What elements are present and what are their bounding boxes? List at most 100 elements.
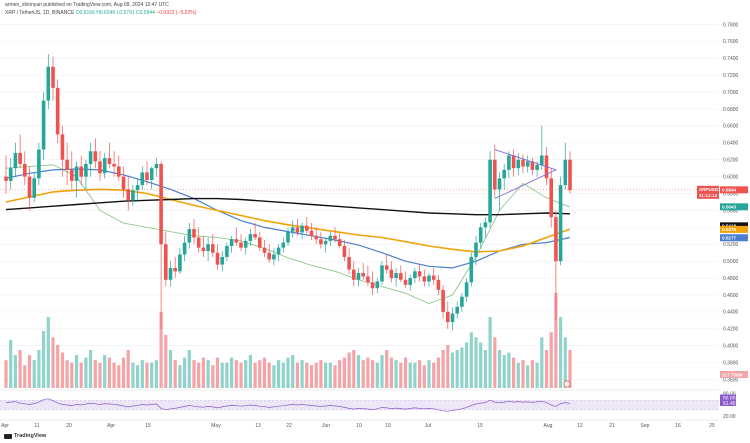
volume-tag-bg — [720, 371, 748, 378]
volume-bar — [432, 362, 436, 388]
volume-bar — [507, 352, 511, 388]
candle-body — [140, 172, 145, 186]
price-tag-bg — [720, 203, 748, 211]
candle-body — [60, 134, 65, 160]
volume-bar — [98, 362, 102, 388]
ma-black-line — [5, 197, 571, 216]
x-tick-label: Jun — [322, 423, 330, 429]
volume-bar — [540, 337, 544, 388]
y-tick-label: 0.4800 — [723, 276, 739, 282]
candle-body — [554, 217, 558, 262]
volume-bar — [13, 355, 17, 388]
candle-body — [394, 273, 398, 279]
candle-body — [361, 273, 365, 277]
volume-bar — [117, 365, 121, 388]
volume-bar — [502, 355, 506, 388]
volume-bar — [253, 362, 257, 388]
candle-body — [436, 279, 441, 290]
candle-body — [507, 155, 511, 170]
x-tick-label: 21 — [609, 423, 615, 429]
volume-bar — [488, 317, 492, 388]
candle-body — [46, 66, 51, 101]
y-tick-label: 0.5000 — [723, 259, 739, 265]
volume-bar — [455, 350, 459, 388]
x-tick-label: Apr — [107, 423, 115, 429]
candle-body — [55, 87, 60, 135]
candle-body — [563, 159, 568, 186]
candle-body — [18, 152, 22, 164]
price-tag-value: 0.5277 — [722, 236, 736, 241]
volume-bar — [446, 344, 450, 388]
candle-body — [403, 279, 408, 285]
volume-bar — [469, 332, 473, 388]
y-tick-label: 0.5200 — [723, 242, 739, 248]
tradingview-logo-text: TradingView — [14, 433, 47, 439]
volume-bar — [460, 347, 464, 388]
candle-body — [178, 254, 182, 272]
candle-body — [164, 244, 168, 280]
y-tick-label: 0.3600 — [723, 377, 739, 383]
volume-bar — [328, 362, 332, 388]
volume-bar — [352, 350, 356, 388]
x-tick-label: 16 — [675, 423, 681, 429]
rsi-label: 51.45 — [723, 401, 736, 407]
y-tick-label: 0.4600 — [723, 293, 739, 299]
tradingview-logo: TradingView — [4, 433, 46, 439]
volume-bar — [197, 362, 201, 388]
price-tag-bg — [720, 186, 748, 194]
volume-bar — [65, 360, 69, 388]
candle-body — [370, 282, 375, 289]
volume-bar — [211, 365, 215, 388]
candle-body — [450, 313, 455, 323]
price-tag-bg — [720, 234, 748, 242]
candle-body — [540, 155, 544, 165]
candle-body — [319, 239, 323, 245]
candle-body — [497, 178, 502, 190]
volume-bar — [333, 365, 337, 388]
volume-bar — [497, 350, 502, 388]
candle-body — [549, 178, 553, 218]
candle-body — [117, 166, 121, 177]
volume-bar — [399, 362, 403, 388]
candle-body — [239, 242, 243, 248]
candle-body — [488, 159, 492, 223]
volume-bar — [474, 337, 478, 388]
volume-bar — [366, 357, 370, 388]
x-tick-label: 12 — [577, 423, 583, 429]
candle-body — [37, 149, 41, 179]
volume-bar — [192, 360, 196, 388]
volume-bar — [356, 355, 361, 388]
candle-body — [84, 163, 88, 177]
volume-bar — [450, 352, 455, 388]
price-tag-label-bg — [697, 185, 719, 199]
volume-bar — [286, 357, 290, 388]
candle-body — [502, 169, 506, 179]
rsi-tag-bg — [720, 394, 736, 401]
volume-bar — [159, 312, 163, 388]
volume-bar — [60, 352, 64, 388]
volume-bar — [516, 362, 520, 388]
candle-body — [135, 185, 140, 191]
volume-bar — [309, 365, 314, 388]
volume-bar — [244, 360, 248, 388]
candle-body — [337, 239, 342, 246]
volume-bar — [126, 350, 130, 388]
y-tick-label: 0.7200 — [723, 73, 739, 79]
ohlc-low: L0.5791 — [116, 10, 135, 16]
volume-bar — [89, 350, 93, 388]
candle-body — [93, 151, 98, 162]
price-tag-bg — [720, 222, 748, 230]
price-tag-label: XRPUSDT — [699, 187, 721, 192]
candle-body — [88, 151, 93, 164]
y-tick-label: 0.3800 — [723, 360, 739, 366]
volume-bar — [436, 357, 440, 388]
candle-body — [102, 158, 107, 174]
volume-bar — [239, 362, 243, 388]
y-tick-label: 0.6000 — [723, 174, 739, 180]
candle-body — [159, 163, 163, 245]
candle-body — [535, 164, 539, 170]
price-tag-value: 0.5643 — [722, 205, 736, 210]
candle-body — [352, 269, 356, 280]
rsi-label: 80.00 — [723, 391, 736, 397]
